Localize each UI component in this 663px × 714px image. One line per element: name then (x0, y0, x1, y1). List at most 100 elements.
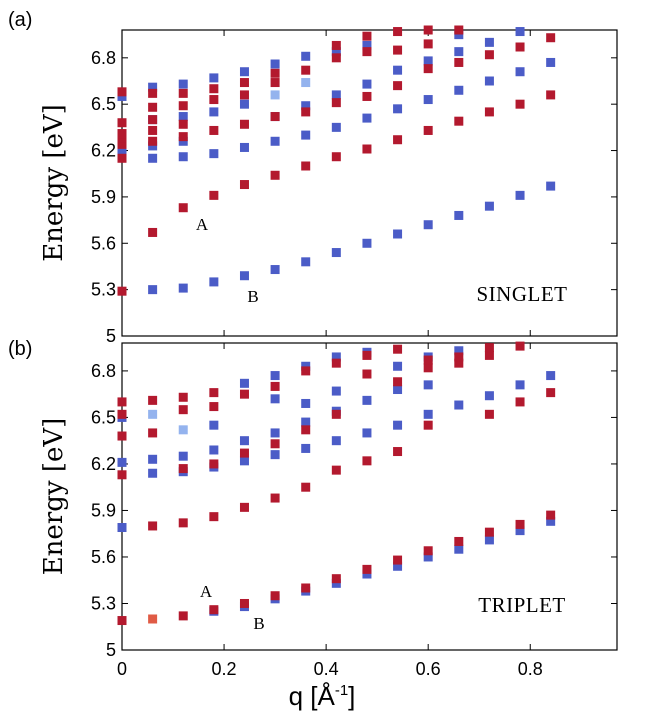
data-point-blue (362, 238, 372, 248)
data-point-red (331, 358, 341, 368)
data-point-blue (178, 136, 188, 146)
data-point-red (515, 519, 525, 529)
data-point-red (117, 129, 127, 139)
data-point-blue (393, 361, 403, 371)
data-point-red (515, 99, 525, 109)
data-point-red (239, 90, 249, 100)
data-point-blue (301, 443, 311, 453)
data-point-red (423, 39, 433, 49)
y-tick-label: 5.6 (91, 547, 116, 567)
data-point-blue (209, 149, 219, 159)
y-tick-label: 6.2 (91, 141, 116, 161)
data-point-blue (331, 47, 341, 57)
data-point-blue (178, 451, 188, 461)
data-point-blue (423, 220, 433, 230)
data-point-red (331, 40, 341, 50)
plot-frame (121, 342, 618, 651)
data-point-red (362, 91, 372, 101)
data-point-red (301, 161, 311, 171)
data-point-red (117, 397, 127, 407)
y-tick-label: 5.6 (91, 233, 116, 253)
panel-singlet: 5 5.3 5.6 5.9 6.2 6.5 6.8 (a) Energy [eV] SINGLET… (8, 9, 618, 346)
data-point-red (117, 616, 127, 626)
data-point-red (393, 555, 403, 565)
data-point-red (362, 369, 372, 379)
data-point-blue (454, 30, 464, 40)
data-point-blue (239, 378, 249, 388)
data-point-blue (209, 73, 219, 83)
data-point-red (178, 464, 188, 474)
x-tick-label: 0.2 (212, 659, 237, 679)
data-point-red (148, 102, 158, 112)
data-point-red (484, 343, 494, 353)
data-point-red (393, 81, 403, 91)
data-point-red (393, 447, 403, 457)
data-point-blue (178, 112, 188, 122)
data-point-blue (484, 76, 494, 86)
data-point-red (454, 358, 464, 368)
y-tick-label: 6.8 (91, 48, 116, 68)
data-point-red (454, 25, 464, 35)
data-point-blue (209, 445, 219, 455)
data-point-red (148, 521, 158, 531)
data-point-blue (301, 101, 311, 111)
data-point-red (148, 125, 158, 135)
data-point-blue (484, 201, 494, 211)
data-point-red (484, 350, 494, 360)
data-point-blue (239, 142, 249, 152)
data-point-red (362, 47, 372, 57)
data-point-blue (546, 371, 556, 381)
data-point-red (301, 583, 311, 593)
data-point-blue (270, 59, 280, 69)
data-point-blue (209, 420, 219, 430)
data-point-red (117, 431, 127, 441)
data-point-red (546, 90, 556, 100)
data-point-red (362, 456, 372, 466)
data-point-red (209, 388, 219, 398)
plot-frame (121, 29, 618, 337)
annotation-b: B (247, 287, 258, 306)
data-point-red (270, 439, 280, 449)
data-point-red (331, 53, 341, 63)
data-point-red (331, 574, 341, 584)
data-point-red (484, 527, 494, 537)
data-point-red (301, 482, 311, 492)
data-point-red (117, 87, 127, 97)
y-axis-title: Energy [eV] (39, 104, 69, 262)
data-point-lightblue (148, 409, 158, 419)
data-point-red (117, 139, 127, 149)
data-point-blue (301, 51, 311, 61)
data-point-blue (515, 27, 525, 37)
data-point-blue (393, 65, 403, 75)
x-tick-label: 0.6 (416, 659, 441, 679)
data-point-blue (117, 146, 127, 156)
data-point-blue (117, 91, 127, 101)
data-point-red (209, 605, 219, 615)
data-point-blue (148, 285, 158, 295)
data-point-red (209, 84, 219, 94)
data-point-red (239, 78, 249, 88)
data-point-red (209, 402, 219, 412)
data-point-red (270, 591, 280, 601)
data-point-red (331, 152, 341, 162)
x-tick-label: 0.8 (518, 659, 543, 679)
x-axis-title-sup: -1 (335, 682, 348, 699)
data-point-blue (393, 561, 403, 571)
data-point-red (148, 136, 158, 146)
data-point-lightblue (178, 425, 188, 435)
data-point-blue (117, 457, 127, 467)
data-point-blue (301, 398, 311, 408)
data-point-blue (239, 271, 249, 281)
data-point-red (209, 512, 219, 522)
data-point-red (209, 125, 219, 135)
data-point-red (362, 350, 372, 360)
data-point-red (301, 107, 311, 117)
data-point-blue (301, 130, 311, 140)
data-point-blue (148, 468, 158, 478)
data-point-red (117, 153, 127, 163)
y-tick-label: 6.2 (91, 454, 116, 474)
data-point-red (454, 352, 464, 362)
data-point-red (301, 366, 311, 376)
data-point-blue (148, 82, 158, 92)
